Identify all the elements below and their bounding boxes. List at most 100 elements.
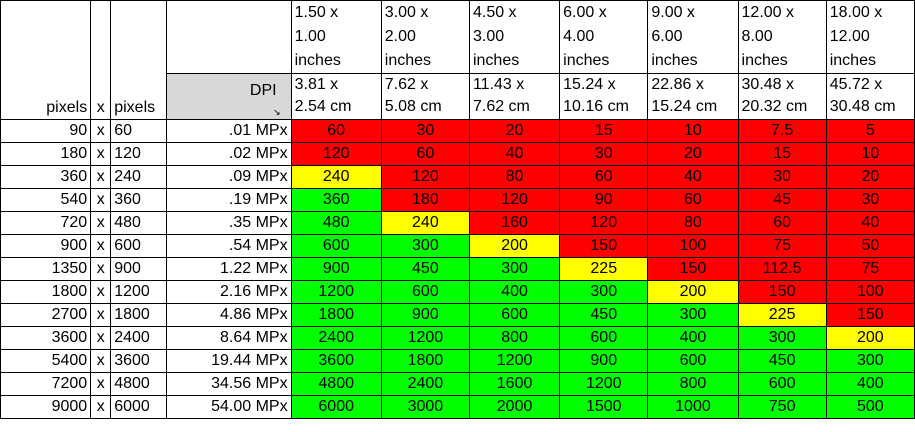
- megapixels-cell: 1.22 MPx: [166, 257, 292, 281]
- pixel-height-cell: 1200: [110, 280, 168, 304]
- pixel-height-cell: 2400: [110, 326, 168, 350]
- pixel-width-cell: 90: [0, 119, 92, 143]
- dpi-value-cell: 60: [737, 211, 827, 235]
- dpi-value-cell: 600: [290, 234, 382, 258]
- dpi-value-cell: 15: [737, 142, 827, 166]
- pixel-height-cell: 360: [110, 188, 168, 212]
- pixel-width-cell: 7200: [0, 372, 92, 396]
- size-cm-cell: 7.62 x 5.08 cm: [380, 73, 470, 120]
- dpi-value-cell: 3000: [380, 395, 470, 419]
- dpi-value-cell: 600: [559, 326, 649, 350]
- dpi-value-cell: 10: [647, 119, 739, 143]
- x-separator-cell: x: [90, 395, 112, 419]
- size-cm-cell: 45.72 x 30.48 cm: [825, 73, 915, 120]
- dpi-value-cell: 900: [380, 303, 470, 327]
- megapixels-cell: 4.86 MPx: [166, 303, 292, 327]
- dpi-value-cell: 40: [647, 165, 739, 189]
- dpi-value-cell: 480: [290, 211, 382, 235]
- dpi-value-cell: 60: [559, 165, 649, 189]
- dpi-value-cell: 900: [290, 257, 382, 281]
- dpi-value-cell: 225: [737, 303, 827, 327]
- dpi-value-cell: 30: [559, 142, 649, 166]
- dpi-value-cell: 150: [737, 280, 827, 304]
- size-inches-cell: 12.00 x 8.00 inches: [737, 0, 827, 74]
- table-row: 540 x 360.19 MPx 360 180 120 90 60 45 30: [0, 188, 915, 212]
- pixel-height-cell: 240: [110, 165, 168, 189]
- dpi-value-cell: 80: [468, 165, 561, 189]
- dpi-value-cell: 80: [647, 211, 739, 235]
- dpi-value-cell: 2000: [468, 395, 561, 419]
- table-row: 90 x 60.01 MPx 60 30 20 15 10 7.5 5: [0, 119, 915, 143]
- pixel-width-cell: 3600: [0, 326, 92, 350]
- dpi-value-cell: 450: [380, 257, 470, 281]
- header-blank-cell: [166, 0, 292, 74]
- header-blank-cell: [90, 0, 112, 74]
- dpi-value-cell: 200: [825, 326, 915, 350]
- header-pixels-height-label: pixels: [110, 73, 168, 120]
- dpi-value-cell: 1200: [380, 326, 470, 350]
- dpi-value-cell: 1000: [647, 395, 739, 419]
- dpi-value-cell: 20: [468, 119, 561, 143]
- dpi-value-cell: 900: [559, 349, 649, 373]
- dpi-value-cell: 30: [737, 165, 827, 189]
- dpi-value-cell: 100: [825, 280, 915, 304]
- pixel-width-cell: 1350: [0, 257, 92, 281]
- dpi-value-cell: 1800: [380, 349, 470, 373]
- x-separator-cell: x: [90, 165, 112, 189]
- pixel-width-cell: 720: [0, 211, 92, 235]
- dpi-value-cell: 160: [468, 211, 561, 235]
- dpi-value-cell: 800: [468, 326, 561, 350]
- size-inches-cell: 6.00 x 4.00 inches: [559, 0, 649, 74]
- pixel-height-cell: 3600: [110, 349, 168, 373]
- table-row: 720 x 480.35 MPx 480 240 160 120 80 60 40: [0, 211, 915, 235]
- megapixels-cell: 34.56 MPx: [166, 372, 292, 396]
- dpi-value-cell: 7.5: [737, 119, 827, 143]
- dpi-value-cell: 6000: [290, 395, 382, 419]
- megapixels-cell: .01 MPx: [166, 119, 292, 143]
- pixel-width-cell: 5400: [0, 349, 92, 373]
- pixel-height-cell: 1800: [110, 303, 168, 327]
- dpi-value-cell: 1200: [290, 280, 382, 304]
- header-row-cm: pixels x pixels DPI ↘ 3.81 x 2.54 cm 7.62 …: [0, 73, 915, 120]
- pixel-height-cell: 600: [110, 234, 168, 258]
- x-separator-cell: x: [90, 211, 112, 235]
- pixel-height-cell: 120: [110, 142, 168, 166]
- size-inches-cell: 1.50 x 1.00 inches: [290, 0, 382, 74]
- dpi-value-cell: 112.5: [737, 257, 827, 281]
- header-row-inches: 1.50 x 1.00 inches 3.00 x 2.00 inches 4.50 x…: [0, 0, 915, 74]
- size-cm-cell: 30.48 x 20.32 cm: [737, 73, 827, 120]
- dpi-value-cell: 75: [825, 257, 915, 281]
- dpi-value-cell: 120: [468, 188, 561, 212]
- pixel-height-cell: 6000: [110, 395, 168, 419]
- pixel-width-cell: 180: [0, 142, 92, 166]
- dpi-value-cell: 200: [647, 280, 739, 304]
- dpi-value-cell: 5: [825, 119, 915, 143]
- x-separator-cell: x: [90, 303, 112, 327]
- dpi-value-cell: 400: [468, 280, 561, 304]
- dpi-value-cell: 360: [290, 188, 382, 212]
- x-separator-cell: x: [90, 142, 112, 166]
- dpi-value-cell: 400: [825, 372, 915, 396]
- table-row: 180 x 120.02 MPx 120 60 40 30 20 15 10: [0, 142, 915, 166]
- dpi-value-cell: 60: [647, 188, 739, 212]
- dpi-value-cell: 150: [825, 303, 915, 327]
- dpi-value-cell: 2400: [290, 326, 382, 350]
- dpi-value-cell: 100: [647, 234, 739, 258]
- dpi-value-cell: 300: [559, 280, 649, 304]
- megapixels-cell: .54 MPx: [166, 234, 292, 258]
- dpi-value-cell: 1200: [468, 349, 561, 373]
- dpi-value-cell: 1200: [559, 372, 649, 396]
- dpi-value-cell: 600: [737, 372, 827, 396]
- dpi-value-cell: 240: [290, 165, 382, 189]
- dpi-value-cell: 1800: [290, 303, 382, 327]
- size-cm-cell: 15.24 x 10.16 cm: [559, 73, 649, 120]
- header-pixels-width-label: pixels: [0, 73, 92, 120]
- header-blank-cell: [0, 0, 92, 74]
- dpi-value-cell: 40: [825, 211, 915, 235]
- dpi-value-cell: 120: [380, 165, 470, 189]
- dpi-value-cell: 450: [559, 303, 649, 327]
- dpi-value-cell: 180: [380, 188, 470, 212]
- dpi-value-cell: 1500: [559, 395, 649, 419]
- dpi-value-cell: 40: [468, 142, 561, 166]
- dpi-value-cell: 60: [380, 142, 470, 166]
